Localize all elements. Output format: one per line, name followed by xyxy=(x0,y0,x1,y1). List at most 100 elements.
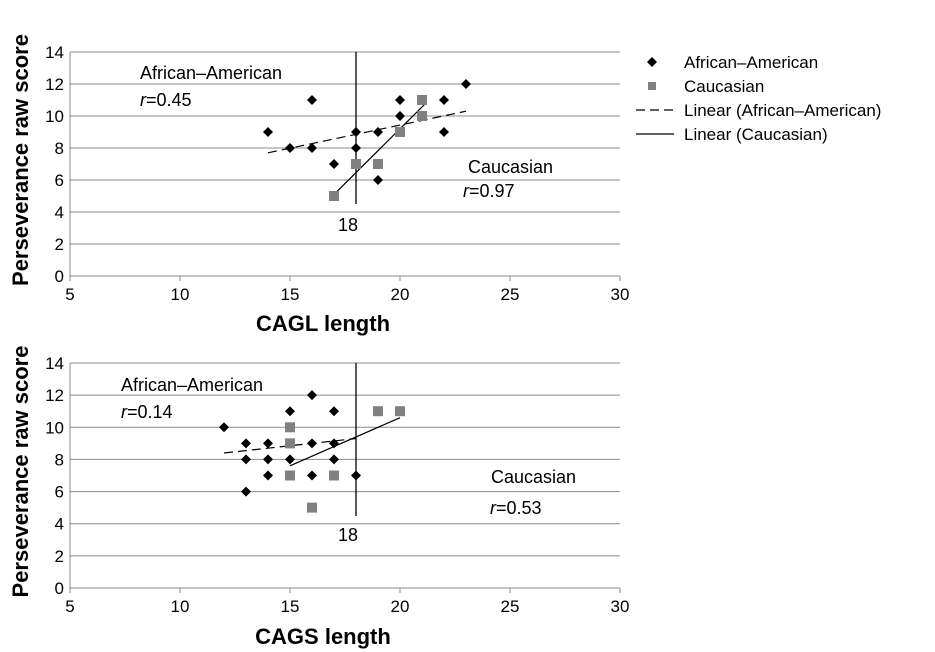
point-african-american xyxy=(285,143,295,153)
x-tick-label: 5 xyxy=(65,285,74,304)
trendline-caucasian xyxy=(333,104,425,195)
reference-line-label: 18 xyxy=(338,215,358,235)
point-african-american xyxy=(307,470,317,481)
point-caucasian xyxy=(285,470,295,481)
point-african-american xyxy=(373,127,383,137)
x-tick-label: 5 xyxy=(65,597,74,616)
y-tick-label: 0 xyxy=(55,579,64,598)
point-caucasian xyxy=(373,159,383,169)
point-caucasian xyxy=(351,159,361,169)
legend-label: Linear (African–American) xyxy=(684,101,881,120)
y-tick-label: 8 xyxy=(55,139,64,158)
point-african-american xyxy=(373,175,383,185)
point-african-american xyxy=(395,95,405,105)
point-african-american xyxy=(439,127,449,137)
point-african-american xyxy=(329,159,339,169)
point-african-american xyxy=(307,143,317,153)
legend-label: African–American xyxy=(684,53,818,72)
point-caucasian xyxy=(329,191,339,201)
y-axis-label: Perseverance raw score xyxy=(8,34,33,286)
y-tick-label: 4 xyxy=(55,203,64,222)
point-african-american xyxy=(263,470,273,481)
annotation-r-african-american: r=0.14 xyxy=(121,402,173,422)
r-value: =0.53 xyxy=(496,498,542,518)
x-tick-label: 10 xyxy=(171,285,190,304)
legend-label: Linear (Caucasian) xyxy=(684,125,828,144)
y-axis-label: Perseverance raw score xyxy=(8,346,33,598)
trendline-caucasian xyxy=(289,417,401,467)
point-caucasian xyxy=(307,502,317,513)
x-tick-label: 20 xyxy=(391,597,410,616)
point-caucasian xyxy=(395,406,405,417)
point-african-american xyxy=(219,422,229,433)
y-tick-label: 2 xyxy=(55,547,64,566)
annotation-group-african-american: African–American xyxy=(121,375,263,395)
y-tick-label: 0 xyxy=(55,267,64,286)
y-tick-label: 6 xyxy=(55,171,64,190)
point-caucasian xyxy=(395,127,405,137)
legend-marker-square xyxy=(648,82,656,90)
point-african-american xyxy=(461,79,471,89)
point-caucasian xyxy=(285,438,295,449)
r-symbol: r xyxy=(490,498,497,518)
point-african-american xyxy=(351,470,361,481)
x-tick-label: 25 xyxy=(501,597,520,616)
x-tick-label: 10 xyxy=(171,597,190,616)
r-value: =0.45 xyxy=(146,90,192,110)
y-tick-label: 2 xyxy=(55,235,64,254)
point-african-american xyxy=(285,454,295,465)
point-african-american xyxy=(307,390,317,401)
trendline-african-american xyxy=(267,110,467,154)
reference-line-label: 18 xyxy=(338,525,358,545)
y-tick-label: 14 xyxy=(45,354,64,373)
point-caucasian xyxy=(417,111,427,121)
y-tick-label: 6 xyxy=(55,483,64,502)
y-tick-label: 14 xyxy=(45,43,64,62)
annotation-r-caucasian: r=0.53 xyxy=(490,498,542,518)
y-tick-label: 4 xyxy=(55,515,64,534)
x-tick-label: 30 xyxy=(611,597,630,616)
point-african-american xyxy=(263,454,273,465)
x-axis-label: CAGS length xyxy=(255,624,391,649)
point-african-american xyxy=(439,95,449,105)
y-tick-label: 12 xyxy=(45,75,64,94)
point-african-american xyxy=(307,95,317,105)
r-value: =0.97 xyxy=(469,181,515,201)
x-tick-label: 15 xyxy=(281,285,300,304)
r-symbol: r xyxy=(463,181,470,201)
point-african-american xyxy=(395,111,405,121)
annotation-group-caucasian: Caucasian xyxy=(468,157,553,177)
legend: African–American Caucasian Linear (African… xyxy=(636,53,881,144)
point-african-american xyxy=(263,127,273,137)
x-tick-label: 30 xyxy=(611,285,630,304)
y-tick-label: 8 xyxy=(55,450,64,469)
annotation-r-african-american: r=0.45 xyxy=(140,90,192,110)
r-symbol: r xyxy=(140,90,147,110)
trendline-african-american xyxy=(223,437,357,454)
y-tick-label: 10 xyxy=(45,418,64,437)
annotation-r-caucasian: r=0.97 xyxy=(463,181,515,201)
r-value: =0.14 xyxy=(127,402,173,422)
point-caucasian xyxy=(373,406,383,417)
point-african-american xyxy=(241,486,251,497)
point-african-american xyxy=(351,143,361,153)
chart-cagl: 0 2 4 6 8 10 12 14 5 10 15 20 25 30 CAGL length Perseve… xyxy=(8,34,629,336)
point-african-american xyxy=(329,438,339,449)
x-tick-label: 20 xyxy=(391,285,410,304)
point-caucasian xyxy=(329,470,339,481)
point-african-american xyxy=(329,406,339,417)
point-caucasian xyxy=(285,422,295,433)
chart-cags: 0 2 4 6 8 10 12 14 5 10 15 20 25 30 CAGS length Perseve… xyxy=(8,346,629,649)
point-african-american xyxy=(351,127,361,137)
point-african-american xyxy=(307,438,317,449)
x-tick-label: 25 xyxy=(501,285,520,304)
legend-marker-diamond xyxy=(647,57,657,67)
point-african-american xyxy=(241,438,251,449)
point-caucasian xyxy=(417,95,427,105)
y-tick-label: 12 xyxy=(45,386,64,405)
x-axis-label: CAGL length xyxy=(256,311,390,336)
annotation-group-caucasian: Caucasian xyxy=(491,467,576,487)
annotation-group-african-american: African–American xyxy=(140,63,282,83)
r-symbol: r xyxy=(121,402,128,422)
